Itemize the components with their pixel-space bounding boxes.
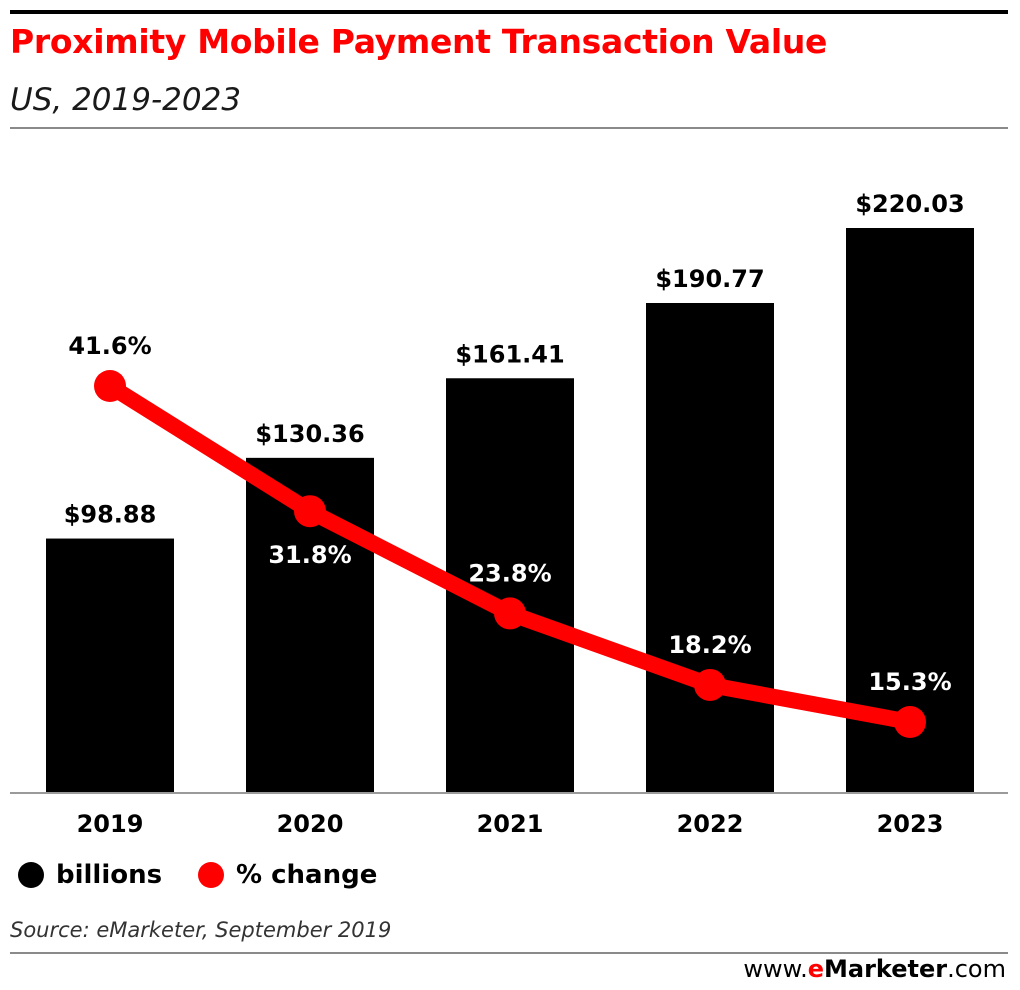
legend-swatch-billions [18,862,44,888]
chart-canvas: $98.88 2019 $130.36 2020 $161.41 2021 $190.77 2… [10,190,1008,838]
bar-2022 [646,303,774,792]
legend-label-percent-change: % change [236,860,378,890]
bar-label-2023: $220.03 [855,190,964,218]
line-point-2022 [694,668,726,701]
line-label-2020: 31.8% [268,541,351,569]
brand-url[interactable]: www.eMarketer.com [743,955,1006,983]
legend-item-billions: billions [18,860,162,890]
legend-swatch-percent-change [198,862,224,888]
line-label-2022: 18.2% [668,631,751,659]
chart-title: Proximity Mobile Payment Transaction Val… [10,22,828,61]
bar-2023 [846,228,974,792]
bar-2019 [46,538,174,792]
legend-label-billions: billions [56,860,163,890]
brand-suffix: .com [947,955,1006,983]
x-tick-2023: 2023 [877,810,944,838]
top-rule [10,10,1008,14]
brand-prefix: www. [743,955,808,983]
line-point-2023 [894,706,926,738]
line-label-2023: 15.3% [868,668,951,696]
bar-label-2020: $130.36 [255,420,364,448]
line-point-2020 [294,495,326,528]
footer-rule [10,952,1008,954]
x-tick-2022: 2022 [677,810,744,838]
x-tick-2020: 2020 [277,810,344,838]
source-note: Source: eMarketer, September 2019 [10,918,392,942]
chart-subtitle: US, 2019-2023 [10,82,242,118]
legend-item-percent-change: % change [198,860,377,890]
bar-label-2021: $161.41 [455,340,564,368]
brand-name: Marketer [824,955,948,983]
x-tick-2019: 2019 [77,810,144,838]
brand-e: e [807,955,825,983]
subtitle-rule [10,127,1008,129]
x-tick-2021: 2021 [477,810,544,838]
line-label-2021: 23.8% [468,559,551,587]
bar-label-2022: $190.77 [655,265,764,293]
line-label-2019: 41.6% [68,332,151,360]
line-point-2019 [94,370,126,402]
line-point-2021 [494,597,526,630]
bar-label-2019: $98.88 [64,501,157,529]
